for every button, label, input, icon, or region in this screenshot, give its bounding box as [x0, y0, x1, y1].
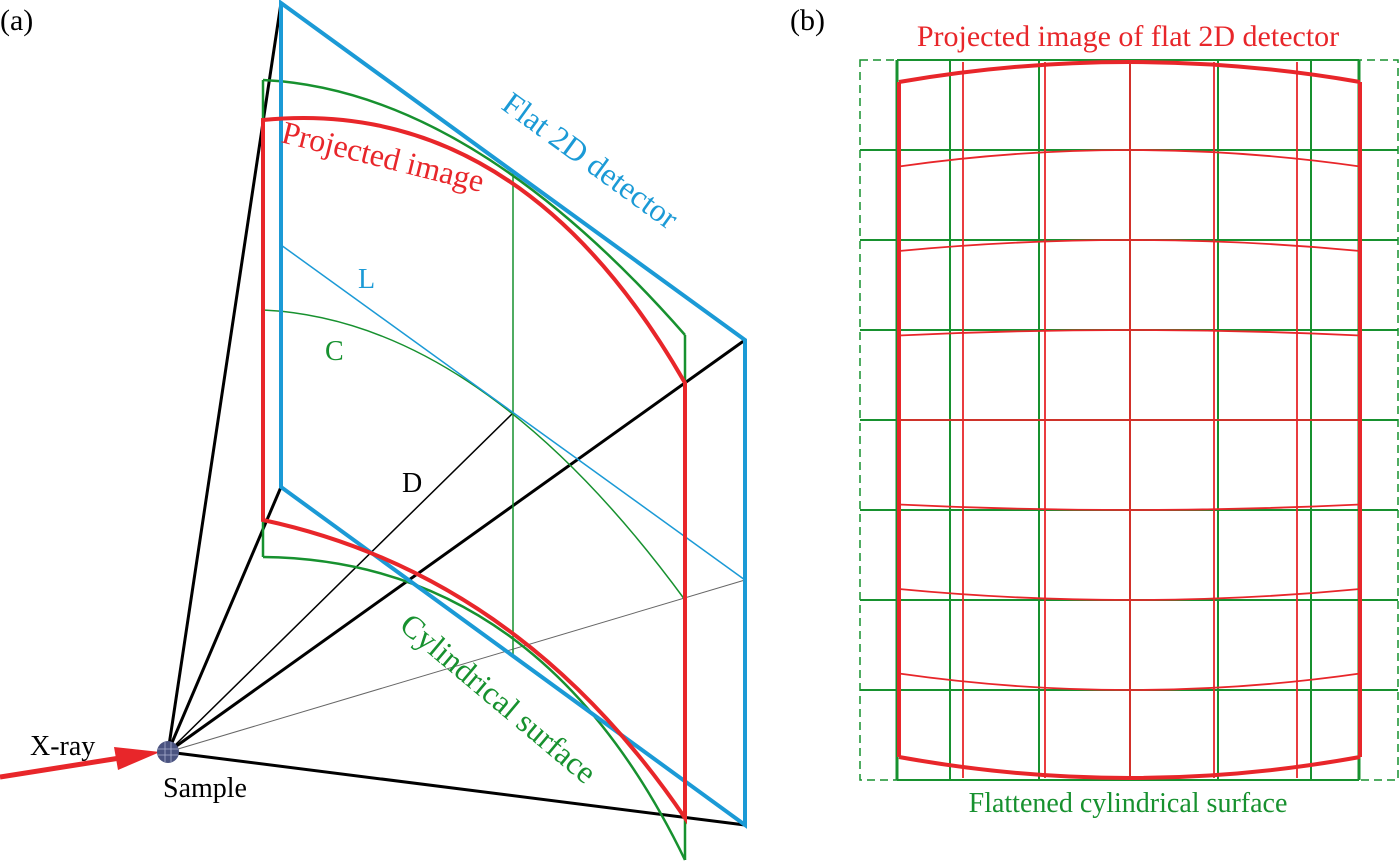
cylinder-bottom-arc [262, 555, 687, 861]
projected-outline [261, 116, 687, 825]
panel-b-label: (b) [790, 4, 825, 37]
red-horizontal-curve [898, 503, 1361, 511]
panel-a-label: (a) [0, 4, 33, 37]
projected-detector-grid [897, 60, 1362, 780]
flat-detector-label: Flat 2D detector [496, 85, 686, 237]
xray-arrow [0, 747, 160, 780]
C-label: C [325, 336, 344, 367]
projected-image [261, 116, 687, 825]
line-L [280, 244, 746, 581]
red-horizontal-curve [898, 239, 1361, 252]
ray-top-right [167, 338, 746, 754]
arc-C [262, 309, 686, 601]
xray-label: X-ray [30, 731, 95, 762]
L-label: L [358, 264, 375, 295]
sample-sphere [157, 741, 179, 763]
xray-arrow-head [114, 747, 160, 770]
D-label: D [402, 468, 422, 499]
sample-grid [158, 742, 178, 762]
panel-b: (b) Projected image of flat 2D detector … [790, 4, 1399, 819]
red-horizontal-curve [898, 149, 1361, 168]
red-horizontal-curve [898, 588, 1361, 601]
panel-b-title: Projected image of flat 2D detector [917, 20, 1339, 53]
sample-icon [157, 741, 179, 763]
xray-arrow-shaft [0, 755, 121, 780]
ray-lines [166, 2, 746, 827]
red-horizontal-curve [898, 329, 1361, 337]
detector-outline [279, 0, 747, 829]
red-horizontal-curve [898, 672, 1361, 691]
red-horizontal-curve [898, 60, 1361, 84]
ray-center-right [167, 579, 746, 753]
panel-a: (a) [0, 0, 747, 861]
ray-D [167, 412, 514, 753]
ray-bottom-right [167, 750, 746, 827]
panel-b-caption: Flattened cylindrical surface [969, 788, 1288, 819]
red-horizontal-curve [898, 755, 1361, 780]
flat-detector [279, 0, 747, 829]
sample-label: Sample [163, 773, 247, 804]
cylinder-top-arc [262, 78, 686, 336]
